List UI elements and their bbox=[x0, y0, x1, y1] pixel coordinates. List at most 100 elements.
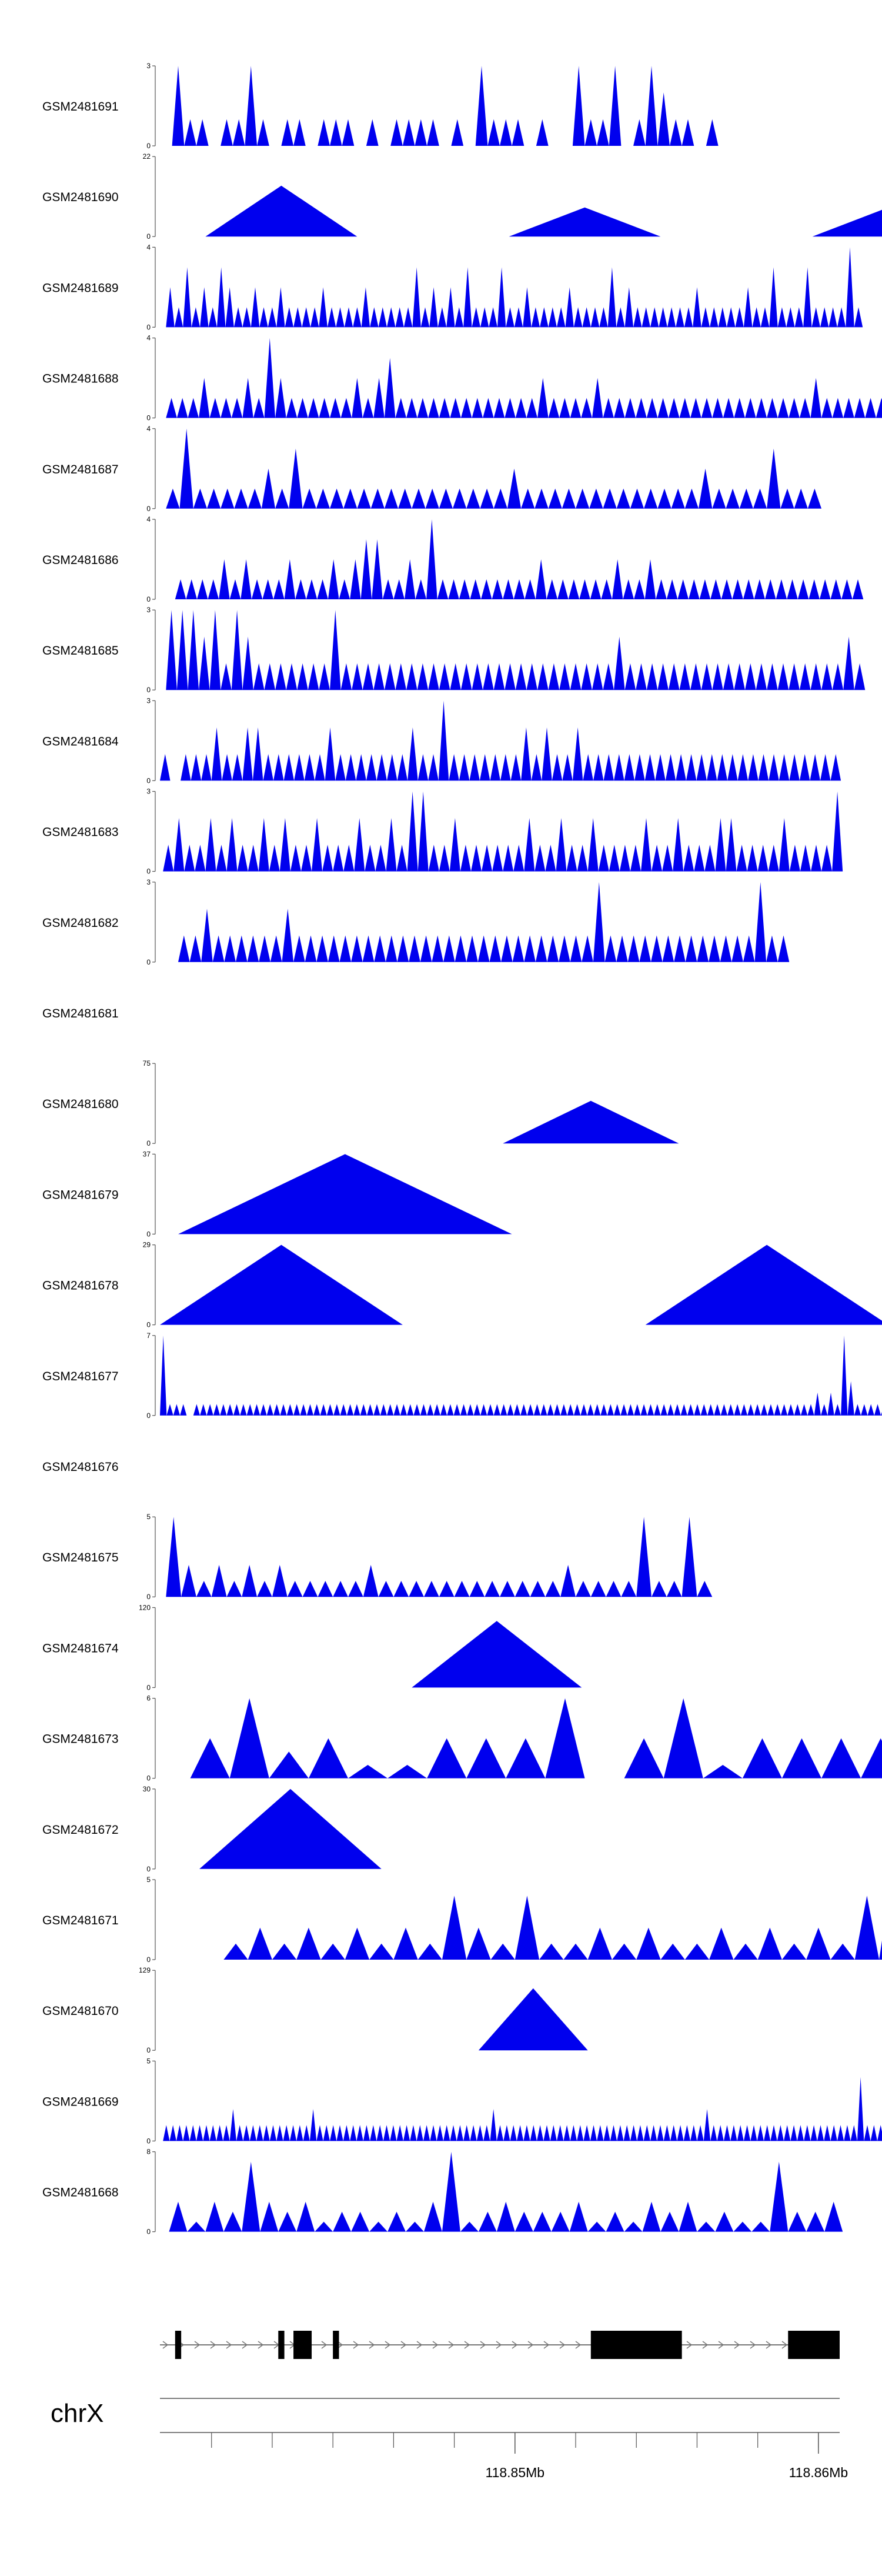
strand-arrow bbox=[512, 2341, 518, 2349]
y-axis-max-label: 120 bbox=[139, 1603, 151, 1611]
track-label: GSM2481686 bbox=[42, 553, 119, 567]
strand-arrow bbox=[702, 2341, 709, 2349]
y-axis-min-label: 0 bbox=[146, 1412, 151, 1420]
y-axis-min-label: 0 bbox=[146, 2046, 151, 2054]
track-label: GSM2481680 bbox=[42, 1097, 119, 1111]
strand-arrow bbox=[480, 2341, 486, 2349]
y-axis-max-label: 5 bbox=[146, 2057, 151, 2065]
track-GSM2481687: GSM2481687 4 0 bbox=[42, 425, 836, 513]
strand-arrow bbox=[686, 2341, 693, 2349]
y-axis-min-label: 0 bbox=[146, 1774, 151, 1783]
track-label: GSM2481675 bbox=[42, 1551, 119, 1564]
y-axis-min-label: 0 bbox=[146, 1683, 151, 1691]
y-axis-min-label: 0 bbox=[146, 958, 151, 966]
track-label: GSM2481673 bbox=[42, 1733, 119, 1746]
strand-arrow bbox=[527, 2341, 534, 2349]
coverage-area bbox=[199, 1788, 564, 1869]
y-axis-min-label: 0 bbox=[146, 2137, 151, 2145]
y-axis-max-label: 3 bbox=[146, 878, 151, 886]
y-axis-max-label: 37 bbox=[143, 1150, 151, 1158]
coverage-area bbox=[369, 1988, 697, 2051]
strand-arrow bbox=[543, 2341, 550, 2349]
strand-arrow bbox=[369, 2341, 375, 2349]
strand-arrow bbox=[734, 2341, 740, 2349]
y-axis-max-label: 3 bbox=[146, 696, 151, 705]
y-axis-min-label: 0 bbox=[146, 2228, 151, 2236]
strand-arrow bbox=[258, 2341, 264, 2349]
exon bbox=[293, 2331, 312, 2359]
genome-axis-tick-label: 118.85Mb bbox=[486, 2465, 545, 2480]
coverage-area bbox=[172, 66, 743, 146]
strand-arrow bbox=[400, 2341, 407, 2349]
track-GSM2481690: GSM2481690 22 0 bbox=[42, 152, 882, 241]
track-GSM2481677: GSM2481677 7 0 bbox=[42, 1332, 882, 1420]
y-axis-max-label: 3 bbox=[146, 788, 151, 796]
coverage-area bbox=[169, 2151, 843, 2232]
coverage-area bbox=[160, 700, 841, 781]
coverage-area bbox=[166, 428, 836, 509]
track-label: GSM2481672 bbox=[42, 1823, 119, 1837]
coverage-area bbox=[160, 1335, 882, 1416]
track-label: GSM2481684 bbox=[42, 735, 119, 748]
genome-axis-tick-label: 118.86Mb bbox=[789, 2465, 848, 2480]
track-GSM2481684: GSM2481684 3 0 bbox=[42, 696, 841, 785]
strand-arrow bbox=[210, 2341, 216, 2349]
track-label: GSM2481671 bbox=[42, 1914, 119, 1927]
y-axis-max-label: 75 bbox=[143, 1059, 151, 1067]
track-GSM2481691: GSM2481691 3 0 bbox=[42, 62, 743, 150]
y-axis-min-label: 0 bbox=[146, 323, 151, 331]
y-axis-min-label: 0 bbox=[146, 414, 151, 422]
coverage-area bbox=[163, 2077, 882, 2141]
track-GSM2481669: GSM2481669 5 0 bbox=[42, 2057, 882, 2145]
y-axis-min-label: 0 bbox=[146, 595, 151, 603]
track-label: GSM2481689 bbox=[42, 281, 119, 295]
y-axis-min-label: 0 bbox=[146, 1230, 151, 1238]
genome-axis-track: chrX 118.85Mb 118.86Mb bbox=[51, 2398, 848, 2480]
y-axis-max-label: 6 bbox=[146, 1694, 151, 1703]
coverage-area bbox=[178, 882, 790, 962]
track-label: GSM2481685 bbox=[42, 644, 119, 658]
strand-arrow bbox=[448, 2341, 455, 2349]
strand-arrow bbox=[226, 2341, 232, 2349]
coverage-area bbox=[175, 519, 864, 599]
coverage-area bbox=[166, 247, 863, 328]
track-label: GSM2481678 bbox=[42, 1279, 119, 1293]
strand-arrow bbox=[575, 2341, 582, 2349]
track-GSM2481672: GSM2481672 30 0 bbox=[42, 1785, 564, 1873]
track-GSM2481689: GSM2481689 4 0 bbox=[42, 243, 863, 331]
track-GSM2481680: GSM2481680 75 0 bbox=[42, 1059, 882, 1147]
track-GSM2481681: GSM2481681 bbox=[42, 1007, 119, 1020]
data-tracks: GSM248169130GSM2481690220GSM248168940GSM… bbox=[42, 62, 882, 2236]
coverage-area bbox=[166, 610, 866, 690]
strand-arrow bbox=[416, 2341, 423, 2349]
strand-arrow bbox=[750, 2341, 756, 2349]
strand-arrow bbox=[464, 2341, 470, 2349]
y-axis-min-label: 0 bbox=[146, 1865, 151, 1873]
strand-arrow bbox=[432, 2341, 439, 2349]
coverage-area bbox=[223, 1896, 882, 1960]
strand-arrow bbox=[242, 2341, 248, 2349]
exon bbox=[590, 2331, 682, 2359]
gene-model-track bbox=[160, 2331, 840, 2359]
track-label: GSM2481669 bbox=[42, 2095, 119, 2108]
y-axis-min-label: 0 bbox=[146, 1593, 151, 1601]
track-GSM2481688: GSM2481688 4 0 bbox=[42, 334, 882, 422]
track-GSM2481673: GSM2481673 6 0 bbox=[42, 1694, 882, 1783]
y-axis-max-label: 4 bbox=[146, 425, 151, 433]
coverage-area bbox=[205, 185, 882, 237]
y-axis-min-label: 0 bbox=[146, 232, 151, 241]
y-axis-min-label: 0 bbox=[146, 776, 151, 785]
strand-arrow bbox=[162, 2341, 169, 2349]
coverage-area bbox=[190, 1698, 882, 1778]
track-GSM2481686: GSM2481686 4 0 bbox=[42, 515, 864, 603]
y-axis-max-label: 129 bbox=[139, 1966, 151, 1974]
y-axis-max-label: 7 bbox=[146, 1332, 151, 1340]
y-axis-max-label: 4 bbox=[146, 334, 151, 342]
strand-arrow bbox=[766, 2341, 772, 2349]
exon bbox=[278, 2331, 285, 2359]
y-axis-max-label: 30 bbox=[143, 1785, 151, 1793]
track-label: GSM2481674 bbox=[42, 1641, 119, 1655]
strand-arrow bbox=[353, 2341, 359, 2349]
track-GSM2481679: GSM2481679 37 0 bbox=[42, 1150, 846, 1238]
y-axis-max-label: 29 bbox=[143, 1241, 151, 1249]
